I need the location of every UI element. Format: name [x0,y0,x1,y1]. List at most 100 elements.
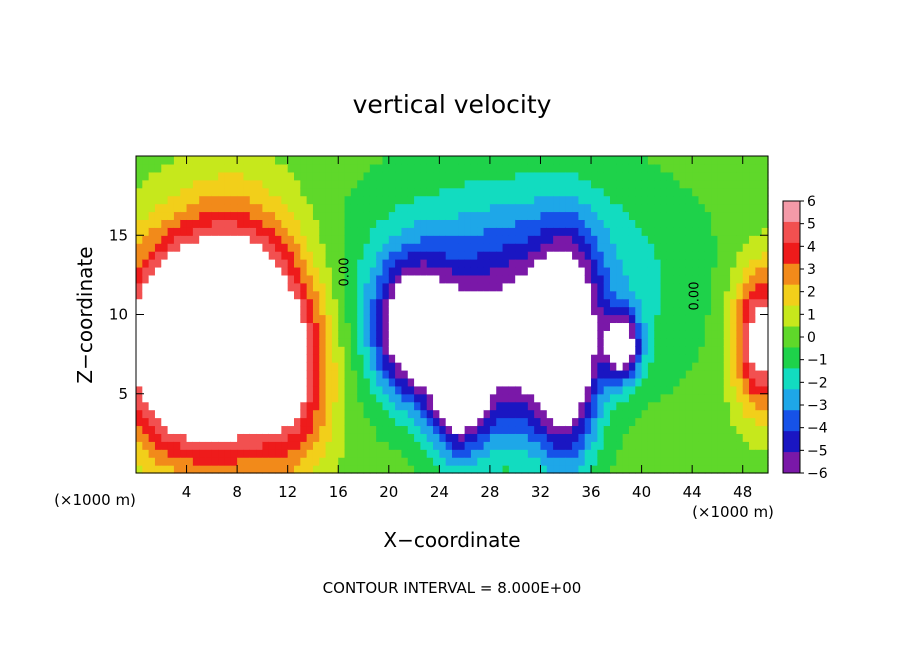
field-cell [401,314,409,324]
field-cell [142,354,150,363]
field-cell [376,377,384,387]
field-cell [230,314,238,324]
field-cell [679,449,687,458]
field-cell [325,409,333,419]
field-cell [685,465,693,474]
field-cell [300,163,308,173]
field-cell [736,179,744,189]
field-cell [306,393,314,403]
field-cell [256,441,263,450]
field-cell [243,163,251,173]
field-cell [186,433,194,442]
field-cell [414,330,421,339]
field-cell [597,219,605,228]
field-cell [496,235,504,244]
field-cell [388,306,396,316]
field-cell [483,465,491,474]
field-cell [426,362,434,371]
field-cell [161,298,169,308]
field-cell [761,219,769,228]
field-cell [161,330,169,339]
field-cell [698,274,706,284]
field-cell [243,338,251,347]
field-cell [508,274,516,284]
field-cell [635,163,643,173]
field-cell [268,314,276,324]
field-cell [559,235,567,244]
field-cell [218,393,226,403]
field-cell [477,298,485,308]
field-cell [136,393,143,403]
velocity-field [136,156,769,474]
field-cell [205,179,213,189]
field-cell [470,227,478,236]
field-cell [439,369,447,379]
field-cell [452,346,459,355]
field-cell [458,203,466,213]
field-cell [192,338,200,347]
field-cell [679,171,687,181]
field-cell [369,369,377,379]
field-cell [508,203,516,213]
field-cell [591,362,598,371]
field-cell [357,298,365,308]
field-cell [376,259,384,268]
field-cell [445,282,453,292]
field-cell [180,393,188,403]
field-cell [616,235,624,244]
field-cell [186,171,194,181]
field-cell [508,338,516,347]
field-cell [470,322,478,331]
field-cell [350,282,358,292]
field-cell [584,163,592,173]
field-cell [325,227,333,236]
field-cell [673,425,681,434]
field-cell [300,401,308,411]
field-cell [704,282,712,292]
field-cell [344,266,352,276]
field-cell [572,179,579,189]
field-cell [319,425,327,434]
field-cell [610,330,617,339]
field-cell [338,203,346,213]
field-cell [679,369,687,379]
field-cell [319,243,327,252]
field-cell [312,298,320,308]
field-cell [673,457,681,466]
field-cell [281,298,289,308]
field-cell [154,306,162,316]
field-cell [420,417,428,427]
field-cell [142,457,150,466]
field-cell [142,417,150,427]
field-cell [540,290,548,300]
field-cell [458,417,466,427]
field-cell [363,401,371,411]
field-cell [723,187,731,197]
field-cell [382,377,390,387]
field-cell [736,449,744,458]
field-cell [521,274,529,284]
field-cell [256,417,263,427]
field-cell [704,393,712,403]
field-cell [717,457,725,466]
field-cell [572,251,579,260]
field-cell [376,163,384,173]
field-cell [237,346,245,355]
field-cell [616,449,624,458]
field-cell [294,401,301,411]
field-cell [268,330,276,339]
field-cell [616,393,624,403]
field-cell [142,385,150,395]
field-cell [641,274,649,284]
field-cell [186,457,194,466]
field-cell [679,385,687,395]
field-cell [534,385,542,395]
field-cell [420,338,428,347]
field-cell [376,314,384,324]
field-cell [597,322,605,331]
field-cell [205,433,213,442]
field-cell [742,203,750,213]
field-cell [142,227,150,236]
field-cell [230,425,238,434]
field-cell [660,259,668,268]
